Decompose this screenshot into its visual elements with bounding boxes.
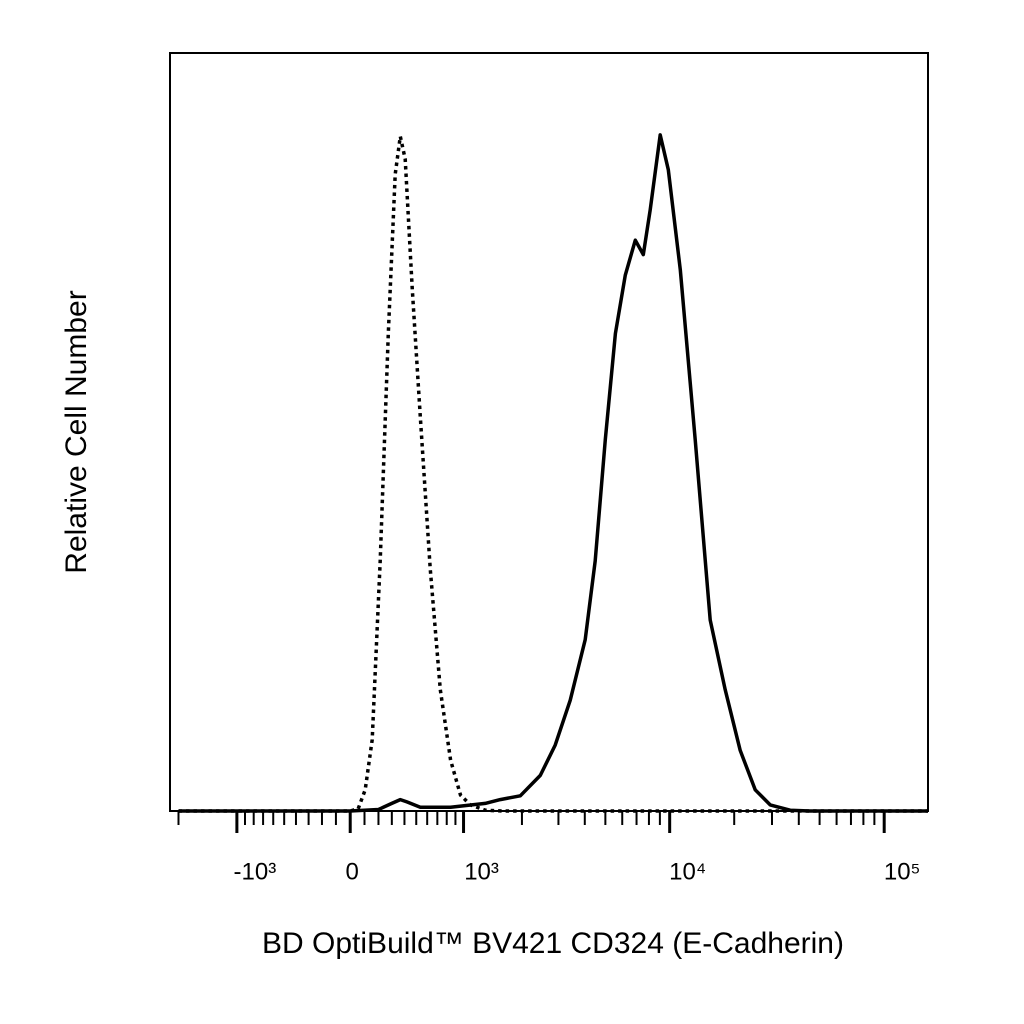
plot-frame	[169, 52, 929, 812]
x-tick-label: 0	[346, 858, 359, 885]
x-tick-label: 10⁵	[884, 858, 921, 885]
x-tick-label: 10⁴	[669, 858, 706, 885]
x-axis-label: BD OptiBuild™ BV421 CD324 (E-Cadherin)	[262, 927, 844, 960]
x-tick-label: 10³	[464, 858, 499, 885]
y-axis-label: Relative Cell Number	[60, 290, 93, 573]
histogram-curve	[178, 134, 928, 813]
histogram-curve	[178, 133, 928, 813]
x-tick-label: -10³	[234, 858, 277, 885]
